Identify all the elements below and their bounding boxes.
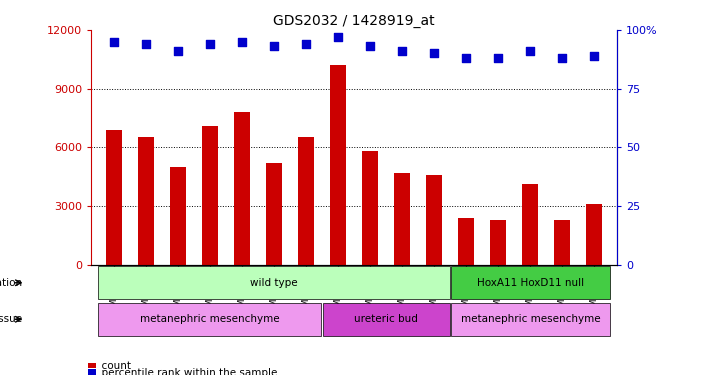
Point bbox=[589, 53, 600, 59]
Bar bbox=[587, 204, 602, 264]
Bar bbox=[426, 175, 442, 264]
Point bbox=[397, 48, 408, 54]
Point bbox=[365, 44, 376, 50]
Bar bbox=[330, 65, 346, 264]
Point bbox=[204, 41, 215, 47]
Point bbox=[236, 39, 247, 45]
Text: wild type: wild type bbox=[250, 278, 298, 288]
Bar bbox=[106, 130, 121, 264]
Text: metanephric mesenchyme: metanephric mesenchyme bbox=[140, 314, 280, 324]
Point bbox=[300, 41, 311, 47]
Bar bbox=[451, 266, 610, 299]
Point bbox=[557, 55, 568, 61]
Bar bbox=[266, 163, 282, 264]
Point bbox=[332, 34, 343, 40]
Bar bbox=[362, 151, 378, 264]
Bar bbox=[522, 184, 538, 264]
Bar bbox=[298, 138, 314, 264]
Text: metanephric mesenchyme: metanephric mesenchyme bbox=[461, 314, 600, 324]
Text: count: count bbox=[95, 361, 130, 370]
Bar bbox=[451, 303, 610, 336]
Bar bbox=[458, 217, 474, 264]
Bar bbox=[322, 303, 449, 336]
Text: genotype/variation: genotype/variation bbox=[0, 278, 23, 288]
Bar bbox=[554, 220, 571, 264]
Point bbox=[268, 44, 280, 50]
Bar bbox=[98, 266, 449, 299]
Text: percentile rank within the sample: percentile rank within the sample bbox=[95, 368, 277, 375]
Bar bbox=[98, 303, 321, 336]
Bar bbox=[490, 220, 506, 264]
Text: ureteric bud: ureteric bud bbox=[354, 314, 418, 324]
Point bbox=[525, 48, 536, 54]
Point bbox=[172, 48, 183, 54]
Bar bbox=[137, 138, 154, 264]
Text: tissue: tissue bbox=[0, 314, 23, 324]
Bar bbox=[394, 172, 410, 264]
Point bbox=[140, 41, 151, 47]
Point bbox=[428, 51, 440, 57]
Point bbox=[108, 39, 119, 45]
Point bbox=[461, 55, 472, 61]
Bar bbox=[234, 112, 250, 264]
Title: GDS2032 / 1428919_at: GDS2032 / 1428919_at bbox=[273, 13, 435, 28]
Bar bbox=[170, 167, 186, 264]
Text: HoxA11 HoxD11 null: HoxA11 HoxD11 null bbox=[477, 278, 584, 288]
Point bbox=[493, 55, 504, 61]
Bar bbox=[202, 126, 218, 264]
